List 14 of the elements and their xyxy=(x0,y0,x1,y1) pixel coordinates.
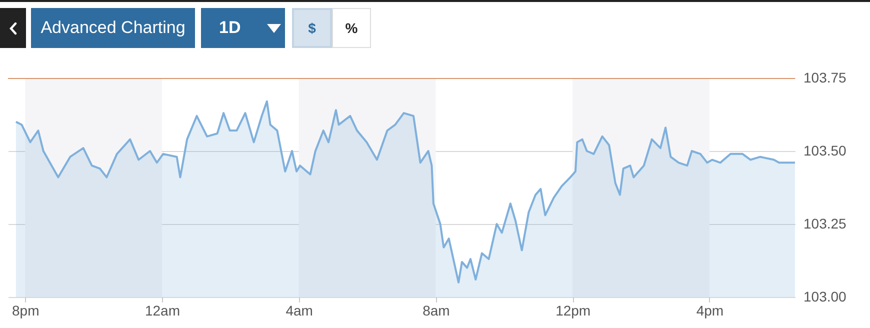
period-dropdown: 1D xyxy=(201,8,285,48)
x-tick-label: 4am xyxy=(286,302,313,318)
x-tick-label: 12pm xyxy=(556,302,591,318)
x-tick-label: 8am xyxy=(422,302,450,318)
charting-button: Advanced Charting xyxy=(31,8,195,48)
x-tick-label: 12am xyxy=(144,302,180,318)
dollar-toggle: $ xyxy=(292,8,332,48)
y-tick-label: 103.00 xyxy=(804,288,847,304)
y-tick-label: 103.75 xyxy=(804,70,847,86)
y-tick-label: 103.25 xyxy=(804,216,847,232)
x-tick-label: 4pm xyxy=(696,302,724,318)
percent-toggle: % xyxy=(332,8,371,48)
y-tick-label: 103.50 xyxy=(804,142,847,158)
x-tick-label: 8pm xyxy=(12,302,40,318)
